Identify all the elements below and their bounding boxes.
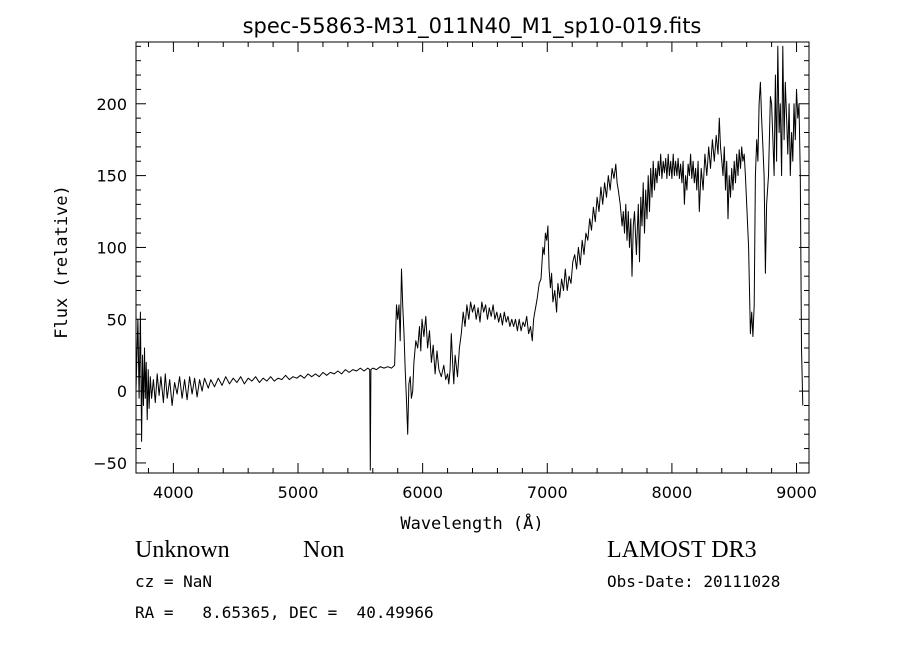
chart-title: spec-55863-M31_011N40_M1_sp10-019.fits xyxy=(243,14,702,39)
y-tick-label: 0 xyxy=(117,382,127,401)
redshift-cz: cz = NaN xyxy=(135,572,213,591)
spectrum-line xyxy=(135,45,804,471)
y-axis-label: Flux (relative) xyxy=(52,185,72,339)
axis-tick-labels: 4000 5000 6000 7000 8000 9000 −50 0 50 100 150 200 xyxy=(93,95,817,502)
y-tick-label: −50 xyxy=(93,454,127,473)
x-tick-label: 4000 xyxy=(153,483,194,502)
y-tick-label: 200 xyxy=(96,95,127,114)
axis-ticks xyxy=(136,42,809,473)
x-tick-label: 7000 xyxy=(527,483,568,502)
object-class: Unknown xyxy=(135,537,230,563)
x-tick-label: 6000 xyxy=(402,483,443,502)
x-tick-label: 8000 xyxy=(652,483,693,502)
survey-name: LAMOST DR3 xyxy=(607,537,757,563)
object-subclass: Non xyxy=(303,537,345,563)
y-tick-label: 50 xyxy=(107,310,127,329)
x-tick-label: 5000 xyxy=(278,483,319,502)
plot-frame xyxy=(135,41,810,474)
observation-date: Obs-Date: 20111028 xyxy=(607,572,781,591)
x-tick-label: 9000 xyxy=(776,483,817,502)
coordinates: RA = 8.65365, DEC = 40.49966 xyxy=(135,603,434,622)
y-tick-label: 150 xyxy=(96,167,127,186)
y-tick-label: 100 xyxy=(96,238,127,257)
x-axis-label: Wavelength (Å) xyxy=(400,512,543,534)
